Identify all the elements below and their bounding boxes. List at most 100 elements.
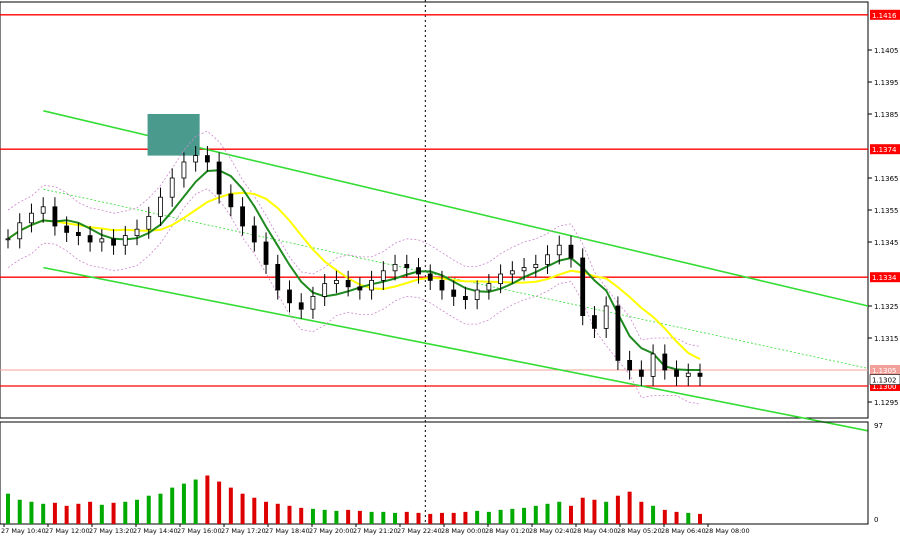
volume-bar <box>686 512 691 524</box>
candle-body <box>64 225 70 233</box>
price-tick-label: 1.1385 <box>874 111 899 119</box>
candle-body <box>298 302 304 310</box>
candle-body <box>380 270 386 281</box>
candle-body <box>627 359 633 371</box>
time-tick-label: 27 May 16:00 <box>177 527 222 535</box>
candle-body <box>685 372 691 377</box>
level-label-box <box>870 9 900 20</box>
candle-body <box>216 161 222 195</box>
price-tick-label: 1.1355 <box>874 207 899 215</box>
candle-body <box>17 222 23 240</box>
volume-min-label: 0 <box>874 516 878 524</box>
candle-body <box>322 283 328 297</box>
volume-bar <box>580 497 585 524</box>
volume-bar <box>615 495 620 524</box>
candle-body <box>287 289 292 304</box>
candle-body <box>52 206 58 227</box>
time-tick-label: 28 May 00:00 <box>441 527 486 535</box>
candle-body <box>439 279 445 291</box>
volume-bar <box>264 501 269 524</box>
level-label: 1.1334 <box>872 274 897 282</box>
price-tick-label: 1.1325 <box>874 303 899 311</box>
candle-body <box>134 228 140 236</box>
candle-body <box>263 241 269 265</box>
candle-body <box>509 270 515 275</box>
volume-bar <box>146 495 151 524</box>
volume-bar <box>404 511 409 524</box>
volume-bar <box>357 510 362 524</box>
candle-body <box>75 231 81 236</box>
candle-body <box>204 155 210 163</box>
time-tick-label: 27 May 20:00 <box>309 527 354 535</box>
candle-body <box>662 353 668 371</box>
volume-bar <box>170 487 175 524</box>
volume-bar <box>439 512 444 524</box>
candle-body <box>451 289 457 297</box>
time-tick-label: 28 May 05:20 <box>617 527 662 535</box>
candle-body <box>615 305 621 361</box>
candle-body <box>486 283 492 291</box>
volume-max-label: 97 <box>874 422 883 430</box>
candle-body <box>87 235 93 243</box>
price-tick-label: 1.1405 <box>874 47 899 55</box>
volume-bar <box>369 511 374 524</box>
ask-price-label-box <box>870 365 900 375</box>
volume-bar <box>662 509 667 524</box>
price-tick-label: 1.1395 <box>874 79 899 87</box>
volume-bar <box>123 501 128 524</box>
candle-body <box>181 161 187 179</box>
candle-body <box>334 279 339 284</box>
candle-body <box>357 286 363 291</box>
volume-bar <box>592 499 597 524</box>
candle-body <box>169 177 175 198</box>
level-label: 1.1416 <box>872 12 897 20</box>
channel-lower-line <box>43 266 869 432</box>
volume-bar <box>64 505 69 524</box>
candle-body <box>240 206 245 227</box>
volume-bar <box>698 513 702 524</box>
price-tick-label: 1.1295 <box>874 399 899 407</box>
time-tick-label: 27 May 21:20 <box>353 527 398 535</box>
price-tick-label: 1.1345 <box>874 239 899 247</box>
volume-bar <box>522 507 527 524</box>
candle-body <box>404 263 410 268</box>
volume-bar <box>428 513 433 524</box>
volume-bar <box>287 505 292 524</box>
volume-bar <box>533 505 538 524</box>
candle-body <box>275 263 281 291</box>
price-panel <box>0 0 869 524</box>
volume-bar <box>205 475 210 524</box>
candle-body <box>158 196 163 217</box>
time-axis: 27 May 10:40 27 May 12:00 27 May 13:20 27 M… <box>1 524 750 535</box>
volume-bar <box>76 503 81 524</box>
candle-body <box>251 225 257 243</box>
volume-bar <box>346 509 351 524</box>
volume-bar <box>99 504 104 524</box>
candle-body <box>592 315 597 329</box>
time-tick-label: 27 May 14:40 <box>133 527 178 535</box>
time-tick-label: 27 May 13:20 <box>89 527 134 535</box>
current-price-label: 1.1302 <box>872 377 897 385</box>
price-axis: 1.1405 1.1395 1.1385 1.1365 1.1355 1.1345 1.13… <box>868 9 900 524</box>
candle-body <box>638 369 644 377</box>
volume-bar <box>6 493 10 524</box>
candle-body <box>310 295 316 310</box>
candle-body <box>521 267 527 272</box>
volume-bar <box>52 502 57 524</box>
candle-body <box>427 273 433 281</box>
volume-bar <box>510 508 515 524</box>
candle-body <box>193 155 199 163</box>
candle-body <box>5 238 11 241</box>
candle-body <box>111 238 116 246</box>
time-tick-label: 28 May 01:20 <box>485 527 530 535</box>
candle-body <box>650 353 656 377</box>
candle-body <box>392 263 398 272</box>
candle-body <box>580 257 586 316</box>
candle-body <box>603 305 609 329</box>
candle-body <box>345 279 351 288</box>
volume-bar <box>135 499 140 524</box>
volume-bar <box>604 501 609 524</box>
time-tick-label: 28 May 02:40 <box>529 527 574 535</box>
